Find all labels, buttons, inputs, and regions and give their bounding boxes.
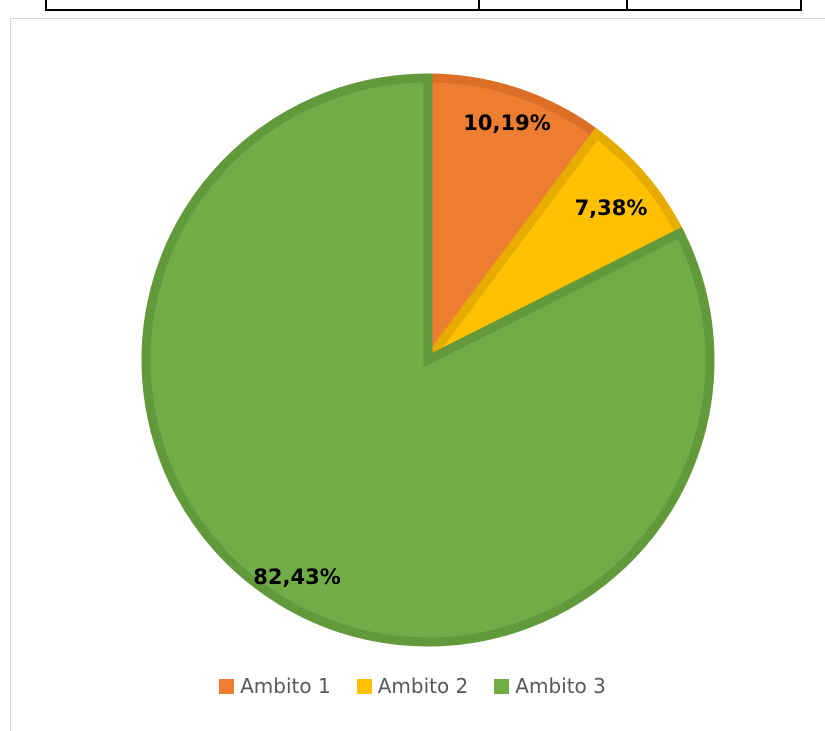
pie-slice-1 xyxy=(423,73,603,374)
legend-swatch xyxy=(494,678,510,694)
chart-frame xyxy=(10,18,825,731)
legend-swatch xyxy=(219,678,235,694)
legend-swatch xyxy=(356,678,372,694)
legend-item-2: Ambito 2 xyxy=(356,674,469,698)
pie-slice-3 xyxy=(141,73,715,647)
legend-label: Ambito 3 xyxy=(515,674,606,698)
data-label-3: 82,43% xyxy=(253,565,340,589)
legend-item-1: Ambito 1 xyxy=(219,674,331,698)
data-label-1: 10,19% xyxy=(463,111,550,135)
legend-item-3: Ambito 3 xyxy=(494,674,606,698)
table-cell-divider xyxy=(626,0,628,11)
data-label-2: 7,38% xyxy=(575,196,648,220)
table-fragment xyxy=(45,0,802,11)
chart-legend: Ambito 1 Ambito 2 Ambito 3 xyxy=(0,674,825,698)
legend-label: Ambito 2 xyxy=(377,674,469,698)
table-cell-divider xyxy=(478,0,480,11)
legend-label: Ambito 1 xyxy=(240,674,331,698)
